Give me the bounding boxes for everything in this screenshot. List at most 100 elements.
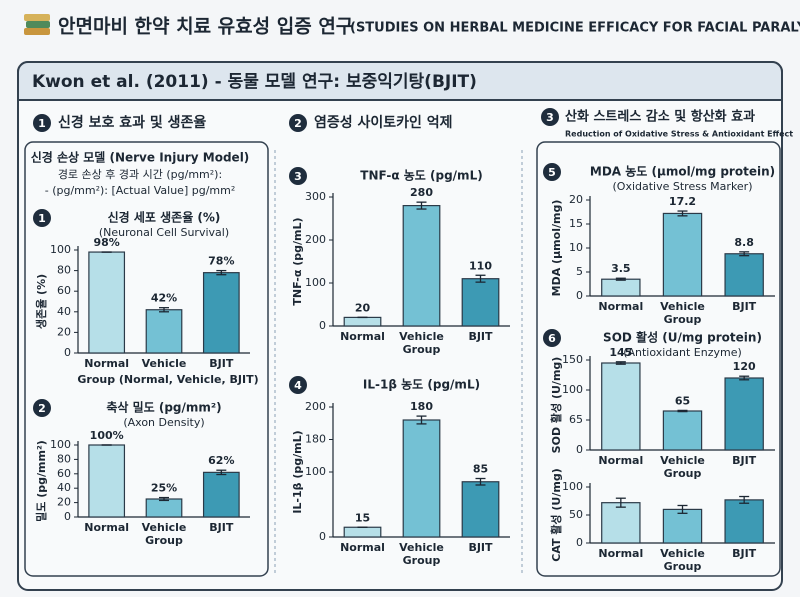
error-bar — [475, 274, 486, 283]
x-tick-label-box: BJIT — [468, 541, 492, 554]
y-tick-label: 180 — [305, 433, 326, 446]
x-tick-label-box: BJIT — [732, 547, 756, 560]
x-tick-label-box: Vehicle Group — [660, 454, 705, 480]
x-tick-label: Vehicle — [141, 357, 187, 370]
bar — [343, 526, 382, 538]
panel-title: Kwon et al. (2011) - 동물 모델 연구: 보중익기탕(BJI… — [32, 71, 477, 92]
y-tick-label: 100 — [50, 243, 71, 256]
bar — [601, 278, 641, 297]
y-tick-label: 20 — [57, 325, 71, 338]
x-tick-label: Normal — [340, 330, 385, 343]
column-box — [24, 141, 269, 577]
bar — [724, 499, 764, 544]
value-label: 100% — [90, 429, 124, 442]
y-tick-label: 100 — [305, 465, 326, 478]
value-label: 110 — [469, 259, 492, 272]
value-label: 78% — [208, 255, 234, 268]
x-tick-label: BJIT — [468, 330, 493, 343]
chart-badge-number: 6 — [548, 332, 556, 345]
section-badge — [541, 108, 559, 126]
x-tick-label: Normal — [598, 547, 644, 560]
error-bar — [739, 251, 750, 257]
y-tick-label: 15 — [569, 217, 583, 230]
x-tick-label-box: BJIT — [732, 454, 756, 467]
value-label: 42% — [151, 292, 177, 305]
y-tick-label: 150 — [562, 353, 583, 366]
x-tick-label-box: Normal — [340, 330, 385, 343]
bar — [662, 410, 703, 451]
x-tick-label-box: Vehicle — [141, 357, 187, 370]
error-bar — [677, 504, 688, 514]
x-tick-label-box: Normal — [598, 547, 644, 560]
x-tick-label-box: Normal — [340, 541, 385, 554]
bar — [461, 278, 500, 327]
y-axis-label: MDA (μmol/mg) — [550, 200, 563, 297]
x-tick-label-box: Vehicle Group — [399, 330, 444, 356]
page-subtitle: (STUDIES ON HERBAL MEDICINE EFFICACY FOR… — [350, 21, 800, 36]
bar — [724, 377, 764, 451]
error-bar — [615, 361, 626, 365]
y-axis-label: 생존율 (%) — [34, 274, 48, 329]
y-tick-label: 50 — [569, 508, 583, 521]
y-tick-label: 65 — [569, 413, 583, 426]
y-axis-label: IL-1β (pg/mL) — [291, 430, 304, 513]
chart-badge-number: 3 — [294, 170, 302, 183]
x-tick-label: Vehicle Group — [660, 547, 705, 573]
value-label: 98% — [93, 236, 119, 249]
chart-subtitle: (Oxidative Stress Marker) — [613, 180, 753, 193]
bar — [402, 419, 441, 538]
y-tick-label: 0 — [64, 510, 71, 523]
section-title: 산화 스트레스 감소 및 항산화 효과 — [565, 109, 755, 125]
chart-badge — [289, 376, 307, 394]
chart-badge-number: 5 — [548, 166, 556, 179]
value-label: 180 — [410, 400, 433, 413]
bar — [461, 481, 500, 538]
section-badge — [289, 114, 307, 132]
panel-header — [17, 61, 783, 101]
chart-badge-number: 1 — [38, 212, 46, 225]
chart-badge — [543, 163, 561, 181]
section-note: Reduction of Oxidative Stress & Antioxid… — [565, 130, 793, 139]
section-title: 염증성 사이토카인 억제 — [314, 114, 453, 131]
chart-badge-number: 4 — [294, 379, 302, 392]
x-tick-label: Vehicle Group — [660, 454, 705, 480]
bar — [601, 502, 641, 544]
value-label: 25% — [151, 482, 177, 495]
error-bar — [216, 269, 227, 276]
chart-badge — [543, 329, 561, 347]
bar — [145, 498, 183, 518]
error-bar — [216, 469, 227, 476]
section-number: 2 — [294, 117, 302, 130]
chart-title: SOD 활성 (U/mg protein) — [603, 330, 762, 345]
chart-title: TNF-α 농도 (pg/mL) — [360, 169, 482, 183]
y-tick-label: 200 — [305, 233, 326, 246]
bar — [662, 508, 703, 544]
bar — [662, 212, 703, 297]
chart-badge — [33, 209, 51, 227]
chart-subtitle: (Antioxidant Enzyme) — [623, 346, 742, 359]
section-number: 1 — [38, 117, 46, 130]
column-box — [536, 141, 781, 577]
page-title: 안면마비 한약 치료 유효성 입증 연구 — [58, 16, 353, 38]
value-label: 20 — [355, 301, 371, 314]
x-tick-label: Vehicle Group — [399, 330, 444, 356]
error-bar — [475, 477, 486, 486]
x-tick-label-box: Normal — [598, 454, 643, 467]
chart-title: 신경 세포 생존율 (%) — [108, 210, 221, 225]
x-tick-label-box: Normal — [84, 357, 129, 370]
section-badge — [33, 114, 51, 132]
chart-badge — [33, 399, 51, 417]
chart-title: 축삭 밀도 (pg/mm²) — [106, 400, 221, 415]
bar — [202, 272, 240, 354]
bar — [601, 362, 641, 451]
error-bar — [677, 409, 688, 413]
y-tick-label: 40 — [57, 481, 71, 494]
x-tick-label-box: Vehicle Group — [399, 541, 444, 567]
error-bar — [416, 201, 427, 210]
bar — [88, 251, 126, 354]
y-tick-label: 0 — [576, 289, 583, 302]
y-tick-label: 20 — [569, 193, 583, 206]
value-label: 280 — [410, 186, 433, 199]
error-bar — [159, 496, 169, 502]
